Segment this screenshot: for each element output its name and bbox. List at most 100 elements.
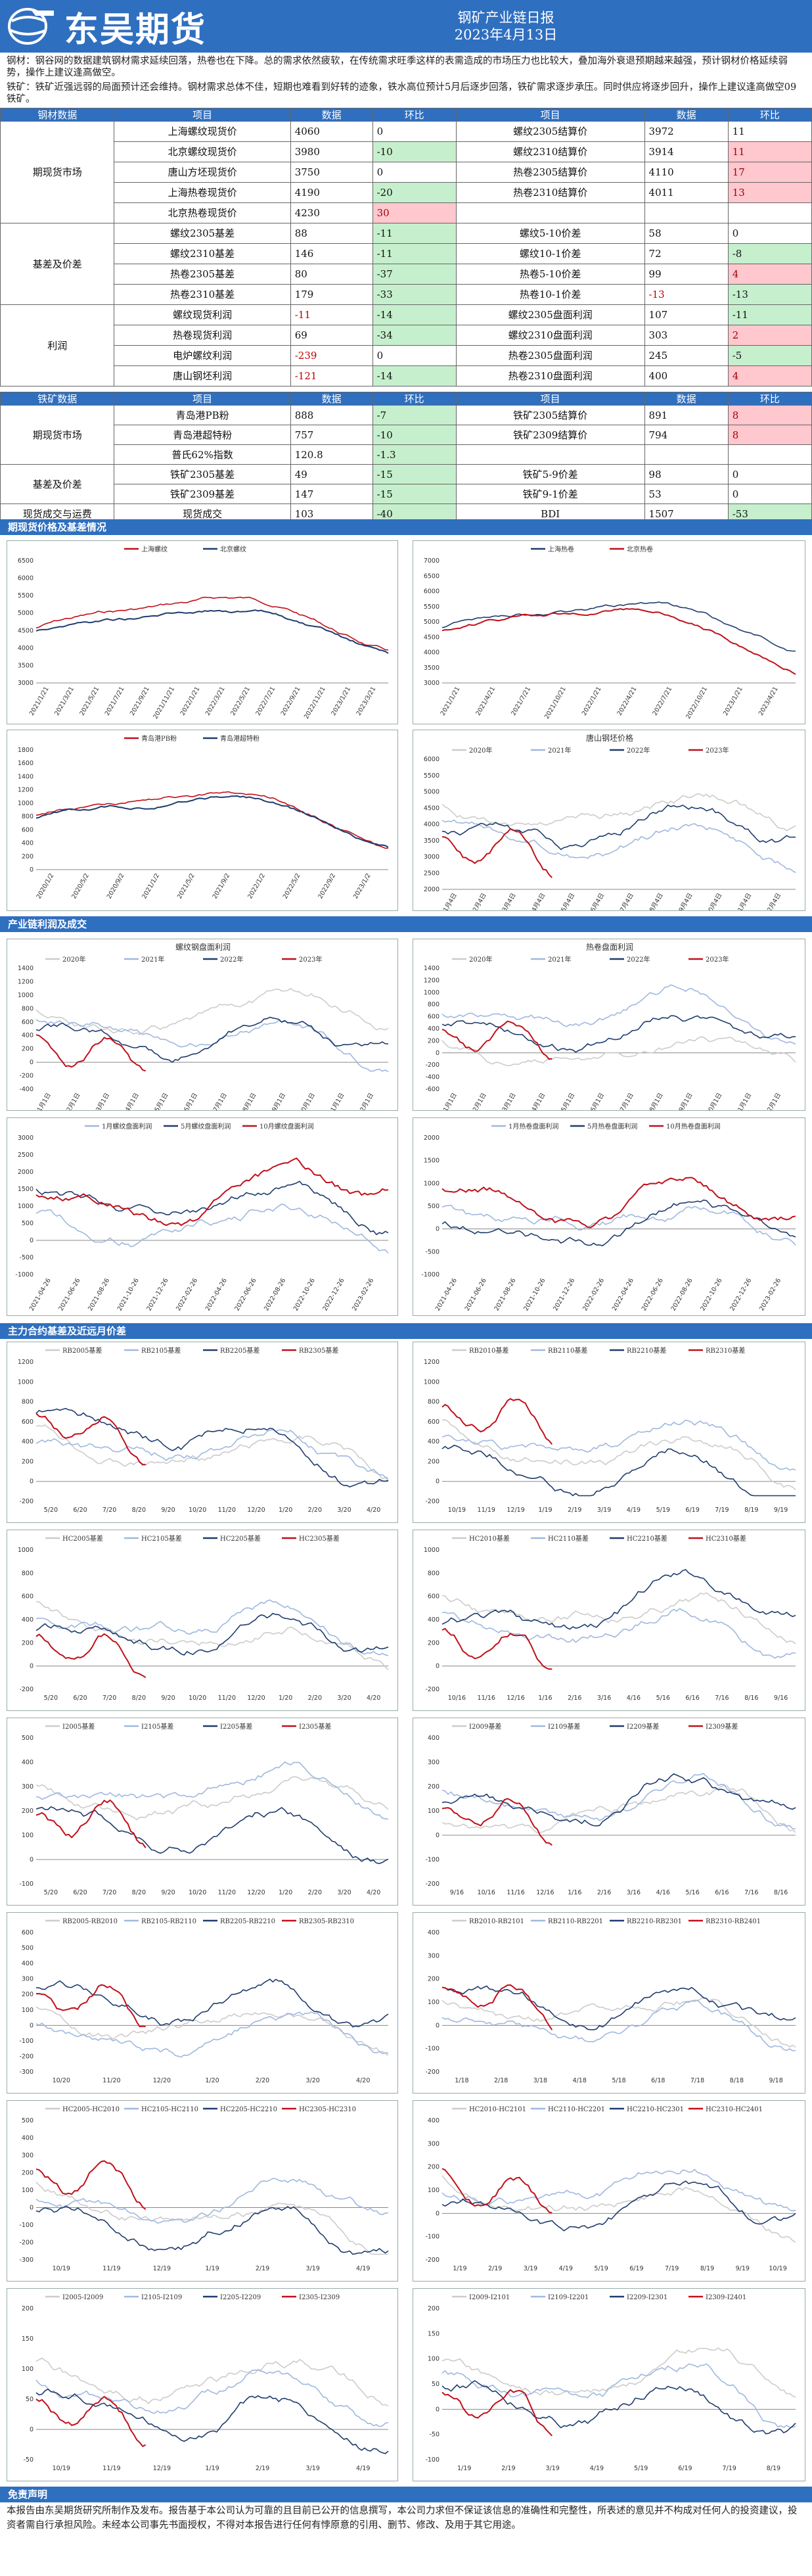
report-title: 钢矿产业链日报: [457, 10, 554, 26]
series-line: [35, 1424, 389, 1482]
y-tick-label: 1200: [424, 1359, 440, 1366]
y-tick-label: 2000: [18, 1169, 34, 1176]
y-tick-label: 100: [22, 2366, 34, 2373]
y-tick-label: 200: [428, 1976, 440, 1983]
table-cell: 螺纹2305基差: [114, 223, 291, 244]
y-tick-label: -200: [425, 1498, 440, 1505]
x-tick-label: 8/18: [730, 2077, 744, 2084]
y-tick-label: -1000: [421, 1271, 440, 1278]
series-line: [441, 1419, 796, 1491]
table-cell: 热卷2305盘面利润: [455, 345, 645, 366]
x-tick-label: 1/16: [568, 1889, 581, 1896]
series-line: [441, 1568, 796, 1630]
table-header-cell: 环比: [727, 108, 812, 122]
x-tick-label: 9/20: [161, 1507, 175, 1514]
x-tick-label: 8/16: [774, 1889, 788, 1896]
y-tick-label: -300: [19, 2257, 34, 2264]
x-tick-label: 11/20: [102, 2077, 120, 2084]
y-tick-label: 1000: [424, 989, 440, 996]
legend-label: I2009基差: [469, 1722, 501, 1731]
x-tick-label: 2021/1/21: [28, 686, 51, 717]
report-header: 东吴期货 钢矿产业链日报 2023年4月13日: [0, 0, 812, 53]
y-tick-label: 0: [30, 1478, 34, 1486]
legend-label: 2022年: [220, 955, 243, 964]
y-tick-label: -50: [23, 2456, 34, 2464]
chart-svg: 上海螺纹 北京螺纹 6500 6000 5500 5000 4500 4000 3500 3000…: [18, 545, 389, 720]
chart-svg: 热卷盘面利润 2020年 2021年 2022年 2023年 1400 1200 1000 80…: [424, 942, 796, 1110]
x-tick-label: 2021-06-26: [57, 1277, 81, 1312]
y-tick-label: 600: [22, 1418, 34, 1426]
table-cell: 螺纹2310结算价: [455, 141, 645, 162]
series-line: [35, 2006, 389, 2056]
x-tick-label: 7/20: [102, 1889, 116, 1896]
chart-svg: RB2010基差 RB2110基差 RB2210基差 RB2310基差 1200 1000…: [424, 1346, 796, 1514]
x-tick-label: 9/18: [769, 2077, 782, 2084]
legend-label: 2021年: [141, 955, 164, 964]
series-line: [441, 2389, 553, 2437]
y-tick-label: 100: [22, 1832, 34, 1839]
x-tick-label: 3/20: [337, 1889, 351, 1896]
x-tick-label: 5/19: [594, 2265, 608, 2272]
legend-label: 2023年: [706, 955, 729, 964]
series-line: [441, 1444, 796, 1497]
table-cell: 铁矿2305结算价: [455, 405, 645, 425]
table-cell: -14: [372, 304, 457, 325]
x-tick-label: 1/19: [538, 1507, 552, 1514]
x-tick-label: 6/18: [651, 2077, 665, 2084]
y-tick-label: 800: [22, 813, 34, 820]
y-tick-label: 0: [30, 1059, 34, 1066]
x-tick-label: 2/19: [501, 2465, 515, 2472]
table-cell: 53: [644, 484, 729, 504]
section-price-basis: 期现货价格及基差情况: [0, 519, 812, 535]
x-tick-label: 1/20: [279, 1507, 292, 1514]
y-tick-label: 1400: [18, 773, 34, 780]
table-header-cell: 环比: [372, 108, 457, 122]
series-line: [35, 1157, 389, 1227]
x-tick-label: 2023/4/21: [757, 686, 780, 717]
chart-svg: I2009-I2101 I2109-I2201 I2209-I2301 I2309-I…: [425, 2294, 796, 2472]
legend-label: HC2005基差: [62, 1534, 103, 1543]
table-row: 电炉螺纹利润 -239 0 热卷2305盘面利润 245 -5: [1, 345, 812, 366]
table-cell: 4060: [290, 121, 373, 142]
x-tick-label: 1/18: [455, 2077, 468, 2084]
x-tick-label: 11/16: [507, 1889, 524, 1896]
y-tick-label: 800: [428, 1570, 440, 1577]
y-tick-label: 800: [22, 1005, 34, 1012]
y-tick-label: 0: [436, 2406, 440, 2413]
x-tick-label: 7/16: [715, 1695, 729, 1702]
table-cell: 58: [644, 223, 729, 244]
y-tick-label: 400: [22, 840, 34, 847]
chart-svg: I2009基差 I2109基差 I2209基差 I2309基差 400 300 200 100…: [425, 1722, 796, 1896]
series-line: [35, 609, 389, 654]
x-tick-label: 12/16: [507, 1695, 524, 1702]
y-tick-label: 200: [428, 2164, 440, 2171]
series-line: [35, 2181, 388, 2255]
series-line: [441, 601, 796, 652]
table-cell: 107: [644, 304, 729, 325]
x-tick-label: 6/20: [73, 1889, 87, 1896]
legend-label: 2021年: [548, 955, 571, 964]
y-tick-label: -200: [19, 2239, 34, 2247]
x-tick-label: 8/19: [700, 2265, 714, 2272]
table-cell: [455, 444, 645, 465]
series-line: [35, 987, 389, 1035]
y-tick-label: 600: [428, 1418, 440, 1426]
legend-label: 北京热卷: [627, 545, 653, 553]
legend-label: 5月热卷盘面利润: [587, 1122, 637, 1131]
y-tick-label: -100: [425, 2234, 440, 2241]
y-tick-label: -100: [425, 2046, 440, 2053]
y-tick-label: 200: [22, 853, 34, 860]
table-header-cell: 数据: [644, 392, 729, 406]
table-group-label: 期现货市场: [0, 121, 115, 223]
y-tick-label: 200: [22, 2305, 34, 2312]
chart-panel: 上海螺纹 北京螺纹 6500 6000 5500 5000 4500 4000 3500 3000…: [7, 540, 398, 724]
report-title-block: 钢矿产业链日报 2023年4月13日: [342, 9, 670, 43]
y-tick-label: 600: [428, 1014, 440, 1021]
x-tick-label: 3/20: [305, 2077, 319, 2084]
y-tick-label: -200: [19, 1073, 34, 1080]
x-tick-label: 4月1日: [124, 1092, 141, 1110]
chart-svg: RB2005-RB2010 RB2105-RB2110 RB2205-RB2210 R…: [19, 1918, 389, 2084]
y-tick-label: 500: [22, 2117, 34, 2124]
y-tick-label: 5000: [18, 610, 34, 617]
x-tick-label: 3/16: [627, 1889, 641, 1896]
